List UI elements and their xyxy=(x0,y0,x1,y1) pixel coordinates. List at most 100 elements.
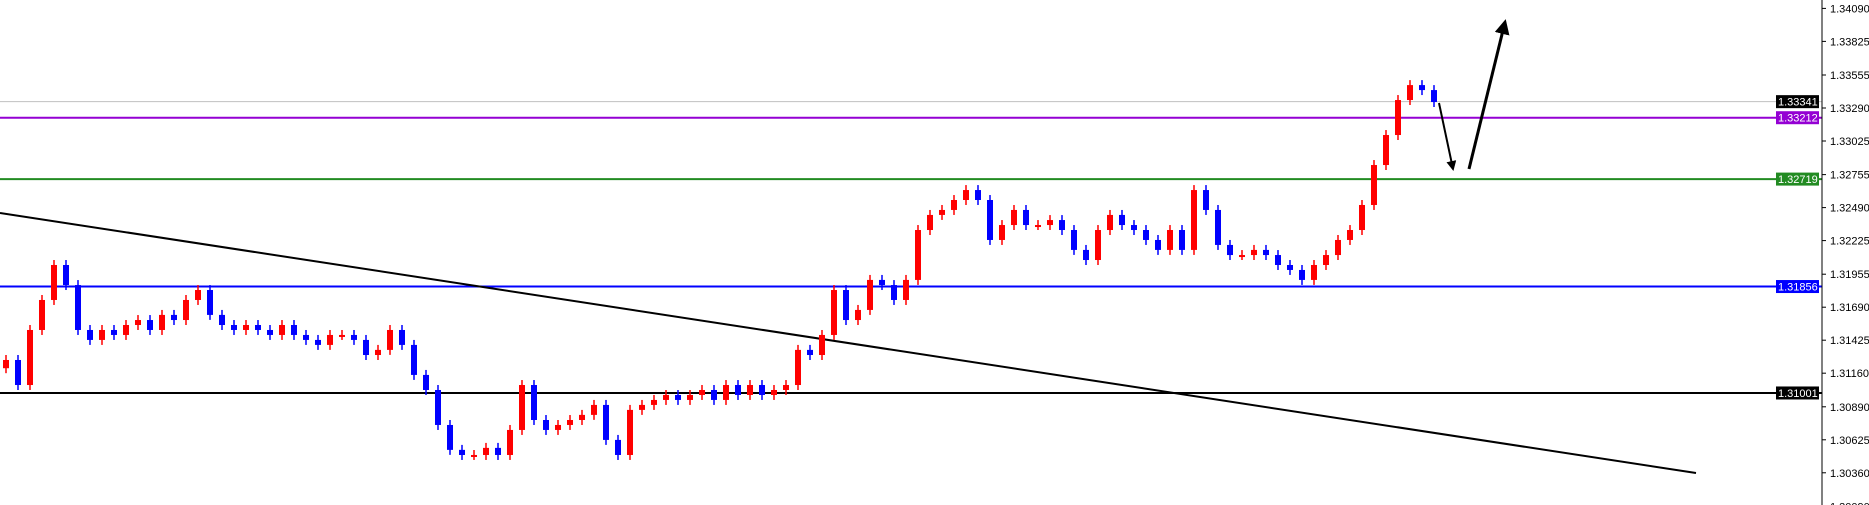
candle-body xyxy=(1227,244,1233,256)
candle xyxy=(219,309,225,330)
tick-label: 1.31160 xyxy=(1830,368,1869,380)
candle-body xyxy=(807,349,813,356)
candle-body xyxy=(1035,225,1041,228)
arrows xyxy=(1438,19,1510,171)
candle xyxy=(1143,225,1149,245)
candle-body xyxy=(147,320,153,330)
price-label: 1.32719 xyxy=(1776,172,1819,186)
candle-body xyxy=(267,329,273,335)
candle xyxy=(375,344,381,360)
candle-body xyxy=(795,349,801,386)
candle-body xyxy=(315,339,321,345)
candle-body xyxy=(891,285,897,300)
candle xyxy=(999,220,1005,245)
candle-body xyxy=(579,414,585,420)
candle xyxy=(1071,225,1077,255)
candle-body xyxy=(1407,85,1413,101)
candle-body xyxy=(327,334,333,345)
candle xyxy=(831,285,837,340)
candle-body xyxy=(819,334,825,356)
candle-body xyxy=(591,404,597,415)
candle xyxy=(1311,260,1317,285)
candle-body xyxy=(1155,239,1161,250)
candle-body xyxy=(423,374,429,390)
candle xyxy=(111,325,117,340)
candle xyxy=(891,280,897,305)
candle-body xyxy=(87,329,93,340)
arrow-up[interactable] xyxy=(1467,19,1510,170)
candle-body xyxy=(207,290,213,315)
candle xyxy=(1023,204,1029,231)
candle xyxy=(1035,220,1041,231)
candle-body xyxy=(1023,209,1029,226)
candle-body xyxy=(507,429,513,455)
trendline[interactable] xyxy=(0,211,1697,475)
candle-body xyxy=(1359,204,1365,231)
price-label: 1.33341 xyxy=(1776,95,1819,109)
candle-body xyxy=(627,409,633,455)
candle xyxy=(327,329,333,350)
candle xyxy=(15,355,21,390)
candle xyxy=(1323,250,1329,270)
candle xyxy=(1239,250,1245,261)
candle xyxy=(1119,209,1125,231)
candle xyxy=(1359,200,1365,235)
candle xyxy=(987,195,993,245)
candle-body xyxy=(459,449,465,455)
candle xyxy=(27,325,33,390)
candle-body xyxy=(1191,190,1197,250)
candle xyxy=(3,355,9,374)
candle xyxy=(807,344,813,360)
candle xyxy=(1299,264,1305,285)
candle-body xyxy=(1179,230,1185,250)
candle xyxy=(1227,239,1233,261)
candle xyxy=(879,274,885,291)
candle xyxy=(531,380,537,425)
candle-body xyxy=(387,329,393,350)
candle xyxy=(99,325,105,345)
candle xyxy=(579,409,585,425)
candle-body xyxy=(351,334,357,340)
tick-label: 1.30625 xyxy=(1830,435,1869,447)
candle xyxy=(471,450,477,460)
candle xyxy=(699,385,705,400)
candle-body xyxy=(183,299,189,321)
candle-body xyxy=(615,439,621,455)
price-label: 1.33212 xyxy=(1776,111,1819,125)
candle xyxy=(1155,234,1161,255)
candle-body xyxy=(1419,85,1425,91)
price-label-text: 1.31856 xyxy=(1778,282,1818,294)
candle xyxy=(687,389,693,405)
candle-body xyxy=(1347,230,1353,240)
candle-body xyxy=(927,214,933,231)
candle xyxy=(123,320,129,340)
candle xyxy=(735,380,741,400)
candle-body xyxy=(543,419,549,430)
candle-body xyxy=(1011,209,1017,226)
candle-body xyxy=(651,399,657,405)
candle-body xyxy=(219,314,225,326)
candle xyxy=(159,309,165,335)
arrow-down[interactable] xyxy=(1438,102,1457,171)
candle xyxy=(75,280,81,335)
candle-body xyxy=(1323,255,1329,265)
candle xyxy=(483,442,489,460)
candle-body xyxy=(747,385,753,395)
candle-body xyxy=(855,309,861,321)
candle-body xyxy=(1107,214,1113,231)
candle xyxy=(843,285,849,326)
candle xyxy=(147,315,153,335)
candle xyxy=(411,339,417,380)
candle-body xyxy=(951,200,957,210)
candle-body xyxy=(1383,135,1389,166)
candle-body xyxy=(159,314,165,330)
price-label-text: 1.33212 xyxy=(1778,113,1818,125)
candle-body xyxy=(111,329,117,335)
tick-label: 1.33825 xyxy=(1830,36,1869,48)
candle xyxy=(663,389,669,405)
candle-body xyxy=(63,264,69,286)
candles xyxy=(3,80,1437,460)
candle-body xyxy=(1311,264,1317,280)
candle-body xyxy=(303,334,309,340)
